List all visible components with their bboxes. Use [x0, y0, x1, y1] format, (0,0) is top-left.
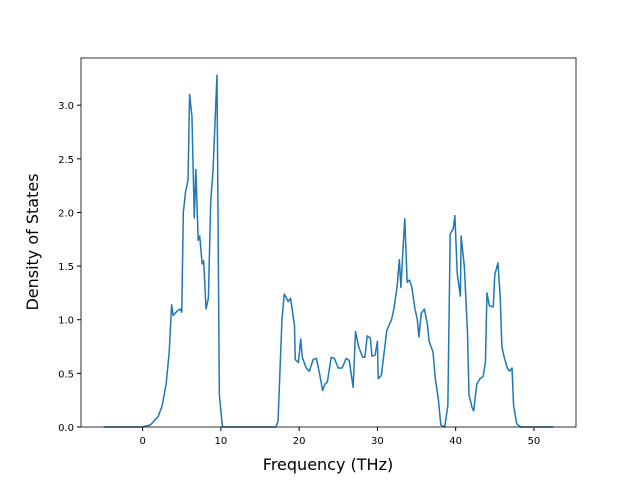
y-tick-label: 3.0	[58, 101, 74, 112]
x-tick-label: 30	[371, 436, 384, 447]
x-axis-label: Frequency (THz)	[263, 455, 393, 474]
y-tick-label: 0.0	[58, 423, 74, 434]
line-series	[103, 74, 554, 428]
y-tick-label: 2.5	[58, 155, 74, 166]
y-axis-label: Density of States	[23, 173, 42, 310]
plot-frame	[80, 57, 577, 428]
y-tick-label: 1.0	[58, 316, 74, 327]
x-tick-label: 50	[528, 436, 541, 447]
x-tick-label: 0	[139, 436, 145, 447]
y-tick-label: 2.0	[58, 208, 74, 219]
y-tick-label: 0.5	[58, 369, 74, 380]
y-tick-label: 1.5	[58, 262, 74, 273]
x-tick-label: 40	[449, 436, 462, 447]
x-tick-label: 10	[215, 436, 228, 447]
x-tick-label: 20	[293, 436, 306, 447]
